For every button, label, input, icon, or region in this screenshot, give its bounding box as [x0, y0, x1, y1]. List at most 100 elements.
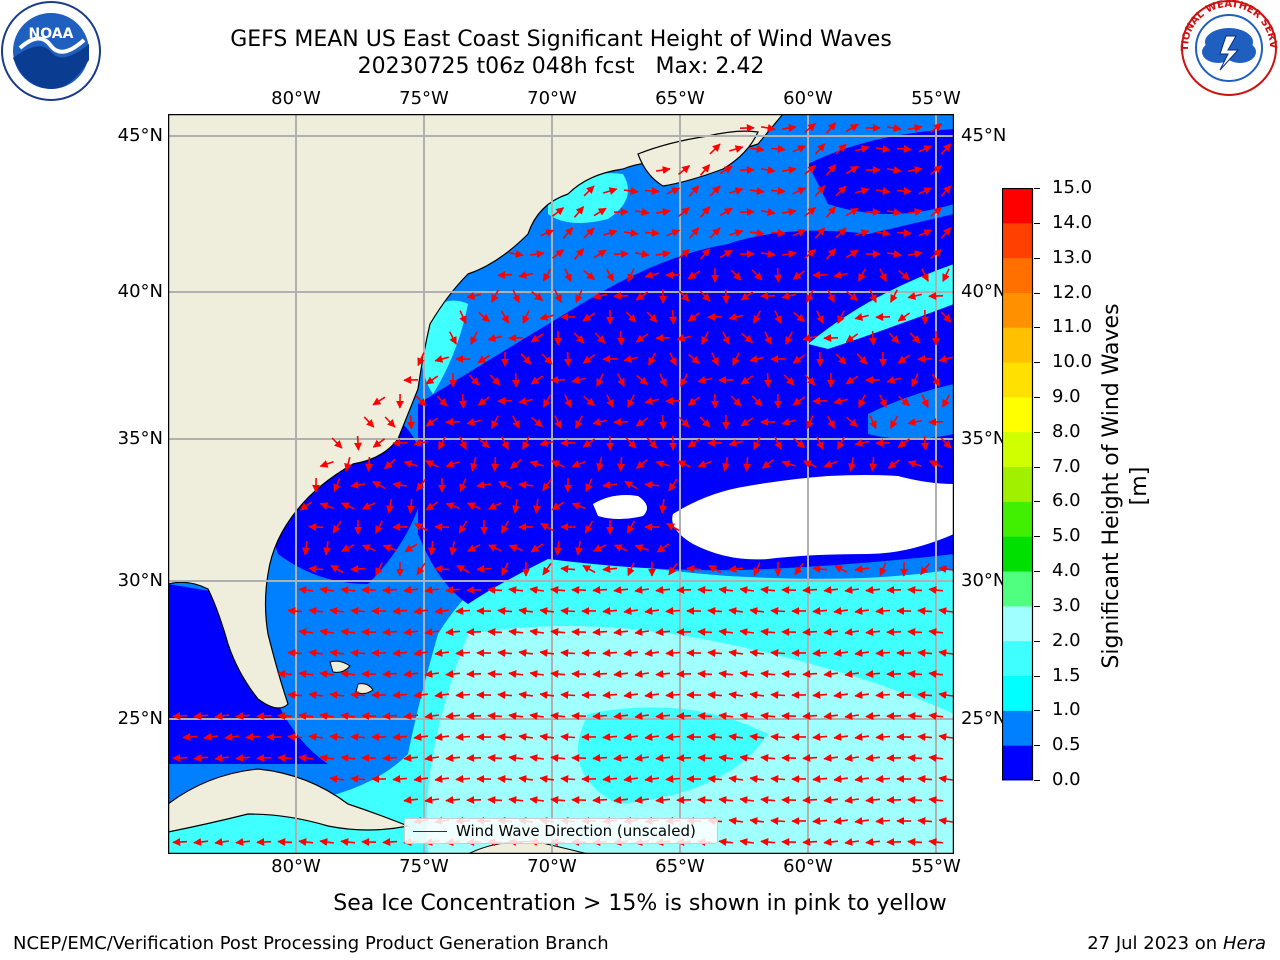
wave-direction-arrow — [635, 291, 649, 301]
wave-direction-arrow — [728, 691, 744, 699]
wave-direction-arrow — [802, 795, 818, 804]
wave-direction-arrow — [806, 289, 814, 303]
wave-direction-arrow — [542, 394, 552, 408]
colorbar-level-label: 9.0 — [1052, 385, 1081, 407]
sea-ice-note: Sea Ice Concentration > 15% is shown in … — [333, 891, 947, 916]
wave-direction-arrow — [456, 564, 470, 574]
wave-direction-arrow — [434, 355, 450, 363]
wave-direction-arrow — [814, 185, 826, 197]
wave-direction-arrow — [855, 145, 870, 153]
wave-direction-arrow — [627, 394, 635, 409]
wave-direction-arrow — [593, 207, 607, 217]
wave-direction-arrow — [592, 795, 608, 804]
wave-direction-arrow — [827, 289, 835, 303]
wave-direction-arrow — [585, 478, 593, 493]
colorbar-segment — [1002, 362, 1033, 398]
wave-zone-calm-shelf — [258, 414, 424, 584]
wave-direction-arrow — [845, 375, 859, 385]
wave-direction-arrow — [466, 502, 481, 510]
wave-direction-arrow — [783, 374, 795, 386]
lat-tick-label: 30°N — [961, 570, 1007, 591]
wave-direction-arrow — [539, 733, 555, 741]
wave-direction-arrow — [770, 228, 786, 237]
wave-direction-arrow — [928, 586, 943, 595]
colorbar-segment — [1002, 466, 1033, 502]
wave-direction-arrow — [812, 732, 828, 741]
wave-direction-arrow — [668, 309, 677, 325]
wave-direction-arrow — [917, 775, 933, 784]
wave-direction-arrow — [541, 353, 553, 365]
wave-direction-arrow — [550, 670, 566, 678]
wave-direction-arrow — [760, 250, 776, 258]
wave-direction-arrow — [854, 439, 869, 447]
wave-direction-arrow — [845, 165, 859, 175]
wave-direction-arrow — [458, 393, 467, 409]
wave-direction-arrow — [459, 478, 467, 493]
wave-direction-arrow — [907, 712, 923, 721]
wave-direction-arrow — [571, 502, 586, 510]
colorbar-segment — [1002, 257, 1033, 293]
wave-direction-arrow — [773, 436, 783, 450]
wave-direction-arrow — [403, 796, 419, 804]
wave-direction-arrow — [825, 164, 837, 176]
wave-direction-arrow — [888, 332, 900, 344]
wave-direction-arrow — [560, 775, 576, 784]
wave-direction-arrow — [635, 417, 649, 427]
wave-direction-arrow — [699, 206, 711, 218]
wave-direction-arrow — [491, 415, 499, 429]
wave-direction-arrow — [728, 817, 744, 825]
wave-direction-arrow — [583, 395, 596, 407]
wave-direction-arrow — [687, 270, 701, 280]
wave-direction-arrow — [340, 670, 356, 678]
wave-direction-arrow — [921, 268, 929, 282]
wave-direction-arrow — [372, 396, 386, 406]
wave-direction-arrow — [928, 838, 943, 847]
wave-direction-arrow — [938, 607, 954, 615]
colorbar-segment — [1002, 327, 1033, 363]
wave-direction-arrow — [518, 271, 534, 279]
wave-direction-arrow — [697, 376, 712, 384]
wave-direction-arrow — [340, 586, 356, 594]
wave-direction-arrow — [424, 796, 440, 804]
wave-direction-arrow — [760, 124, 776, 132]
wave-direction-arrow — [826, 415, 836, 429]
wave-direction-arrow — [676, 334, 691, 342]
wave-direction-arrow — [403, 670, 419, 678]
wave-direction-arrow — [644, 775, 660, 783]
wave-direction-arrow — [403, 754, 419, 762]
colorbar-level-label: 10.0 — [1052, 351, 1093, 373]
wave-direction-arrow — [329, 733, 345, 741]
wave-direction-arrow — [350, 564, 366, 573]
wave-direction-arrow — [413, 691, 429, 699]
wave-direction-arrow — [792, 187, 807, 195]
wave-direction-arrow — [424, 754, 440, 762]
wave-direction-arrow — [678, 416, 690, 428]
wave-direction-arrow — [697, 460, 712, 468]
wave-direction-arrow — [793, 311, 806, 323]
wave-direction-arrow — [697, 628, 713, 637]
wave-direction-arrow — [319, 502, 334, 510]
wave-direction-arrow — [658, 414, 667, 430]
wave-direction-arrow — [445, 754, 461, 762]
wave-direction-arrow — [602, 774, 618, 783]
wave-direction-arrow — [729, 187, 744, 195]
wave-direction-arrow — [319, 754, 335, 762]
wave-direction-arrow — [508, 670, 524, 678]
wave-direction-arrow — [478, 311, 491, 323]
wave-direction-arrow — [448, 331, 458, 345]
wave-direction-arrow — [740, 291, 754, 301]
wave-direction-arrow — [869, 289, 877, 304]
wave-direction-arrow — [739, 796, 755, 804]
wave-direction-arrow — [875, 774, 891, 783]
wave-direction-arrow — [540, 522, 554, 532]
wave-direction-arrow — [760, 838, 776, 846]
map-legend: Wind Wave Direction (unscaled) — [404, 818, 718, 844]
colorbar-segment — [1002, 501, 1033, 537]
wave-direction-arrow — [802, 460, 817, 468]
wave-direction-arrow — [907, 838, 923, 847]
wave-direction-arrow — [445, 502, 460, 510]
wave-direction-arrow — [688, 227, 700, 239]
wave-direction-arrow — [816, 310, 824, 324]
wave-direction-arrow — [172, 837, 188, 846]
wave-direction-arrow — [886, 208, 902, 216]
